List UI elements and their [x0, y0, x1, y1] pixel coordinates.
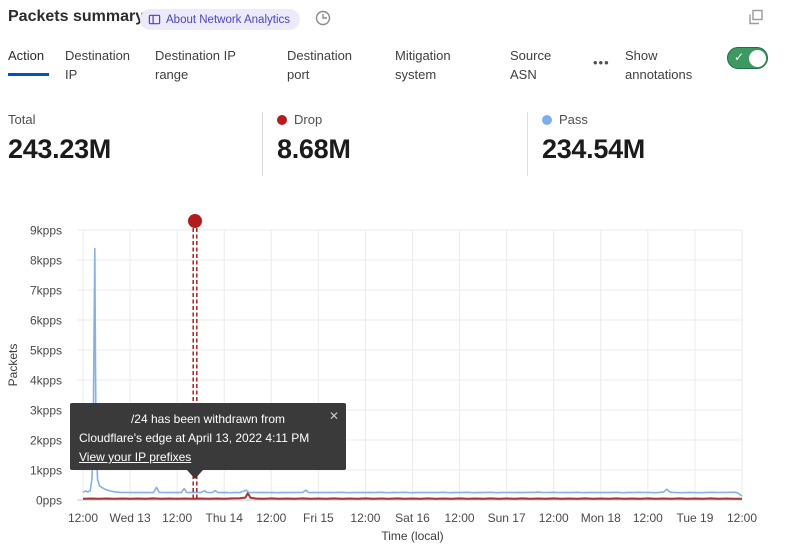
y-tick-label: 0pps — [36, 494, 62, 508]
y-tick-label: 7kpps — [30, 284, 62, 298]
x-tick-label: Mon 18 — [581, 511, 621, 525]
annotation-tooltip: /24 has been withdrawn from Cloudflare's… — [70, 403, 346, 479]
tab-action-label: Action — [8, 48, 45, 63]
checkmark-icon: ✓ — [734, 50, 745, 64]
pass-legend-dot — [542, 114, 552, 125]
x-tick-label: 12:00 — [539, 511, 569, 525]
overlap-squares-icon[interactable] — [747, 8, 765, 26]
stat-total-label: Total — [8, 112, 36, 127]
stat-divider — [262, 112, 263, 176]
tooltip-line2: Cloudflare's edge at April 13, 2022 4:11… — [79, 431, 310, 445]
packets-chart: 12:00 Wed 13 12:00 Thu 14 12:00 Fri 15 12:00 Sa… — [0, 210, 785, 555]
stat-drop-value: 8.68M — [277, 134, 351, 164]
y-tick-label: 5kpps — [30, 344, 62, 358]
page-title: Packets summary — [8, 8, 145, 25]
view-ip-prefixes-link[interactable]: View your IP prefixes — [79, 450, 192, 464]
stat-pass-value: 234.54M — [542, 134, 645, 164]
x-tick-label: 12:00 — [162, 511, 192, 525]
x-tick-label: 12:00 — [350, 511, 380, 525]
badge-label: About Network Analytics — [166, 13, 291, 26]
stat-divider — [527, 112, 528, 176]
toggle-knob — [748, 49, 766, 67]
x-tick-label: Fri 15 — [303, 511, 334, 525]
stat-total: Total 243.23M — [8, 112, 111, 165]
stat-pass-label: Pass — [559, 112, 588, 127]
y-tick-label: 1kpps — [30, 464, 62, 478]
book-icon — [148, 13, 161, 26]
x-tick-label: 12:00 — [727, 511, 757, 525]
y-tick-label: 6kpps — [30, 314, 62, 328]
x-tick-label: Thu 14 — [206, 511, 244, 525]
series-pass-line — [82, 247, 743, 497]
chart-svg: 12:00 Wed 13 12:00 Thu 14 12:00 Fri 15 12:00 Sa… — [6, 214, 757, 543]
more-tabs-button[interactable]: ••• — [593, 55, 610, 70]
y-axis-title: Packets — [6, 344, 20, 387]
about-network-analytics-badge[interactable]: About Network Analytics — [140, 9, 301, 30]
clock-icon[interactable] — [314, 9, 332, 27]
annotation-dot[interactable] — [187, 214, 202, 228]
tab-destination-ip[interactable]: Destination IP — [65, 48, 131, 82]
close-icon[interactable]: ✕ — [328, 409, 339, 423]
x-tick-label: Sun 17 — [488, 511, 526, 525]
x-tick-label: Wed 13 — [110, 511, 151, 525]
tab-mitigation-system[interactable]: Mitigation system — [395, 48, 451, 82]
tab-destination-ip-range[interactable]: Destination IP range — [155, 48, 236, 82]
x-tick-label: 12:00 — [68, 511, 98, 525]
show-annotations-label: Show annotations — [625, 48, 693, 82]
stat-total-value: 243.23M — [8, 134, 111, 164]
tab-destination-port[interactable]: Destination port — [287, 48, 353, 82]
tab-source-asn[interactable]: Source ASN — [510, 48, 552, 82]
tab-action[interactable]: Action — [8, 46, 58, 76]
x-tick-label: 12:00 — [256, 511, 286, 525]
y-tick-label: 4kpps — [30, 374, 62, 388]
x-tick-label: 12:00 — [633, 511, 663, 525]
y-tick-label: 3kpps — [30, 404, 62, 418]
tooltip-arrow — [187, 470, 203, 479]
y-tick-label: 9kpps — [30, 224, 62, 238]
x-tick-label: 12:00 — [445, 511, 475, 525]
x-axis-title: Time (local) — [381, 529, 443, 543]
stat-pass: Pass 234.54M — [542, 112, 645, 165]
stat-drop-label: Drop — [294, 112, 323, 127]
tooltip-line1: /24 has been withdrawn from — [130, 412, 286, 426]
active-tab-underline — [8, 73, 49, 76]
x-tick-label: Sat 16 — [395, 511, 430, 525]
stat-drop: Drop 8.68M — [277, 112, 351, 165]
y-tick-label: 2kpps — [30, 434, 62, 448]
drop-legend-dot — [277, 114, 287, 125]
show-annotations-toggle[interactable]: ✓ — [727, 47, 768, 69]
y-tick-label: 8kpps — [30, 254, 62, 268]
x-tick-label: Tue 19 — [676, 511, 713, 525]
series-drop-line — [82, 492, 742, 500]
